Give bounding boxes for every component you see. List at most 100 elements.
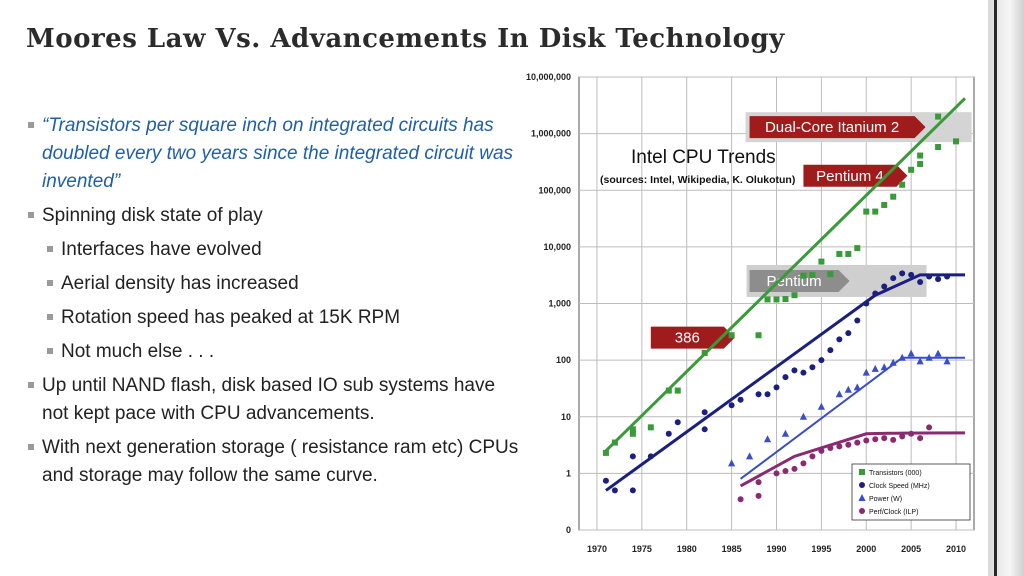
bullet-item: Not much else . . . <box>26 338 526 366</box>
series-trend-line <box>605 273 966 492</box>
y-tick-label: 10 <box>561 412 571 422</box>
bullet-item: With next generation storage ( resistanc… <box>26 434 526 490</box>
data-point <box>917 435 924 442</box>
data-point <box>916 357 924 365</box>
data-point <box>781 429 790 437</box>
data-point <box>737 396 744 403</box>
chart-subtitle: (sources: Intel, Wikipedia, K. Olukotun) <box>600 174 795 186</box>
legend-swatch <box>859 469 865 475</box>
bullet-text: Aerial density has increased <box>61 273 299 294</box>
y-tick-label: 10,000,000 <box>526 72 571 82</box>
legend-label: Transistors (000) <box>869 470 922 477</box>
bullet-item: “Transistors per square inch on integrat… <box>26 112 526 196</box>
data-point <box>890 275 897 282</box>
x-tick-label: 2010 <box>946 544 966 554</box>
data-point <box>907 349 915 357</box>
data-point <box>845 441 852 448</box>
y-tick-label: 1,000 <box>548 299 571 309</box>
data-point <box>827 271 834 278</box>
data-point <box>674 419 681 426</box>
data-point <box>728 402 735 409</box>
data-point <box>899 270 906 277</box>
data-point <box>799 412 808 420</box>
data-point <box>872 208 879 215</box>
data-point <box>629 426 636 433</box>
legend-label: Perf/Clock (ILP) <box>869 509 918 516</box>
data-point <box>647 453 654 460</box>
data-point <box>629 430 636 437</box>
data-point <box>935 144 942 151</box>
legend-swatch <box>859 508 865 514</box>
data-point <box>862 368 870 376</box>
data-point <box>871 364 879 372</box>
data-point <box>854 439 861 446</box>
data-point <box>845 250 852 257</box>
data-point <box>818 357 825 364</box>
data-point <box>908 430 915 437</box>
data-point <box>755 492 762 499</box>
slide-edge-decoration <box>988 0 1024 576</box>
data-point <box>827 347 834 354</box>
data-point <box>745 452 754 460</box>
x-tick-label: 2000 <box>856 544 876 554</box>
bullet-marker-icon <box>47 314 53 320</box>
data-point <box>791 292 798 299</box>
data-point <box>898 353 906 361</box>
data-point <box>773 384 780 391</box>
data-point <box>926 273 933 280</box>
data-point <box>737 496 744 503</box>
data-point <box>853 383 861 391</box>
data-point <box>827 445 834 452</box>
bullet-text: Spinning disk state of play <box>42 205 263 226</box>
data-point <box>818 447 825 454</box>
series-trend-line <box>739 431 966 488</box>
data-point <box>935 113 942 120</box>
bullet-text: With next generation storage ( resistanc… <box>42 437 519 486</box>
data-point <box>890 193 897 200</box>
data-point <box>755 391 762 398</box>
callout-label: Dual-Core Itanium 2 <box>765 119 899 136</box>
cpu-trends-chart: 1970 1975 1980 1985 1990 1995 2000 2005 2010 0 1 10… <box>526 72 975 554</box>
y-tick-label: 100,000 <box>538 185 571 195</box>
data-point <box>925 353 933 361</box>
data-point <box>800 460 807 467</box>
data-point <box>764 391 771 398</box>
x-tick-label: 1995 <box>811 544 831 554</box>
data-point <box>665 387 672 394</box>
data-point <box>755 332 762 339</box>
data-point <box>953 138 960 145</box>
callout-arrow <box>749 116 926 139</box>
data-point <box>773 470 780 477</box>
data-point <box>665 430 672 437</box>
legend-swatch <box>858 494 866 501</box>
x-tick-label: 1980 <box>677 544 697 554</box>
data-point <box>611 439 618 446</box>
data-point <box>629 487 636 494</box>
bullet-item: Aerial density has increased <box>26 270 526 298</box>
data-point <box>755 479 762 486</box>
data-point <box>881 201 888 208</box>
y-tick-label: 100 <box>556 355 571 365</box>
bullet-marker-icon <box>47 280 53 286</box>
data-point <box>782 296 789 303</box>
data-point <box>800 369 807 376</box>
data-point <box>899 433 906 440</box>
bullet-marker-icon <box>28 444 34 450</box>
callout-label: 386 <box>675 330 700 347</box>
bullet-item: Up until NAND flash, disk based IO sub s… <box>26 372 526 428</box>
data-point <box>854 245 861 252</box>
legend-label: Power (W) <box>869 496 902 503</box>
data-point <box>872 436 879 443</box>
x-tick-label: 1985 <box>722 544 742 554</box>
bullet-text: Rotation speed has peaked at 15K RPM <box>61 307 401 328</box>
data-point <box>881 283 888 290</box>
data-point <box>782 374 789 381</box>
bullet-marker-icon <box>28 382 34 388</box>
slide-title: Moores Law Vs. Advancements In Disk Tech… <box>26 24 785 54</box>
bullet-list: “Transistors per square inch on integrat… <box>26 112 526 496</box>
y-tick-label: 0 <box>566 525 571 535</box>
x-tick-label: 1970 <box>587 544 607 554</box>
data-point <box>773 296 780 303</box>
y-tick-label: 10,000 <box>543 242 571 252</box>
data-point <box>899 181 906 188</box>
